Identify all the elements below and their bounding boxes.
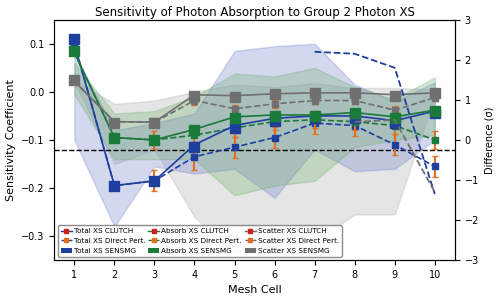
Y-axis label: Difference (σ): Difference (σ) <box>484 106 494 174</box>
Legend: Total XS CLUTCH, Total XS Direct Pert., Total XS SENSMG, Absorb XS CLUTCH, Absor: Total XS CLUTCH, Total XS Direct Pert., … <box>58 225 342 256</box>
Y-axis label: Sensitivity Coefficient: Sensitivity Coefficient <box>6 79 16 201</box>
X-axis label: Mesh Cell: Mesh Cell <box>228 285 281 296</box>
Title: Sensitivity of Photon Absorption to Group 2 Photon XS: Sensitivity of Photon Absorption to Grou… <box>94 5 414 19</box>
